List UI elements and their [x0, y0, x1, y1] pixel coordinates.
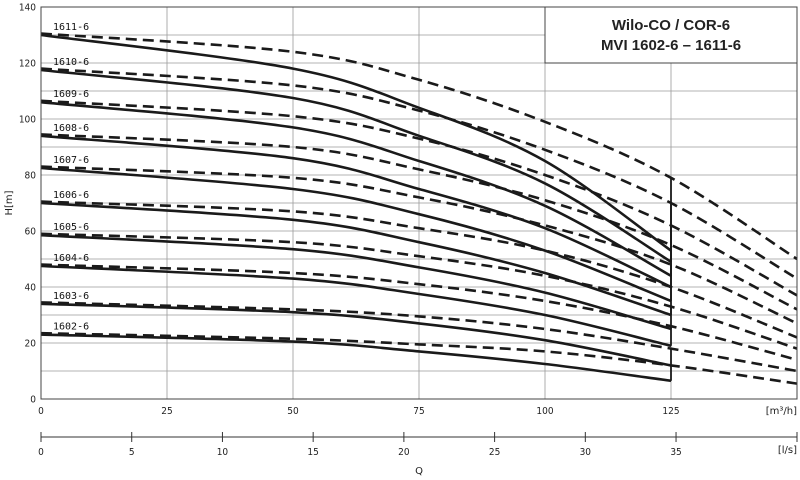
curve-dashed-1606-6 [40, 200, 798, 339]
curve-solid-1602-6 [40, 333, 672, 383]
x-tick-label: 75 [413, 406, 424, 417]
title-box: Wilo-CO / COR-6 MVI 1602-6 – 1611-6 [544, 6, 798, 64]
curve-label-1607-6: 1607-6 [53, 155, 89, 166]
y-tick-label: 20 [25, 339, 37, 350]
x2-tick-label: 30 [580, 447, 592, 458]
x2-tick-label: 10 [217, 447, 229, 458]
curve-dashed-1603-6 [40, 301, 798, 373]
curve-dashed-1607-6 [40, 165, 798, 325]
curve-solid-1606-6 [40, 201, 672, 317]
x2-axis-unit: [l/s] [778, 445, 797, 456]
x2-tick-label: 15 [307, 447, 318, 458]
x2-axis: 0 5 10 15 20 25 30 35 [38, 432, 798, 458]
curve-label-1603-6: 1603-6 [53, 291, 89, 302]
chart-title-line1: Wilo-CO / COR-6 [612, 17, 730, 34]
y-tick-label: 40 [25, 283, 37, 294]
curve-label-1606-6: 1606-6 [53, 190, 89, 201]
curve-dashed-1608-6 [40, 133, 798, 311]
curve-solid-1610-6 [40, 68, 672, 263]
curve-solid-1609-6 [40, 100, 672, 277]
y-tick-label: 140 [19, 3, 36, 14]
curve-solid-1607-6 [40, 166, 672, 303]
x-axis-unit: [m³/h] [766, 406, 797, 417]
curve-dashed-1604-6 [40, 263, 798, 362]
x2-tick-label: 5 [129, 447, 135, 458]
curve-dashed-1602-6 [40, 331, 798, 385]
curves [40, 32, 798, 385]
curve-solid-1604-6 [40, 264, 672, 348]
x-tick-label: 125 [662, 406, 679, 417]
curve-dashed-1605-6 [40, 232, 798, 350]
y-tick-label: 60 [25, 227, 37, 238]
y-tick-label: 120 [19, 59, 36, 70]
curve-solid-1611-6 [40, 33, 672, 252]
y-axis-label: H[m] [4, 190, 15, 215]
title-box-frame [544, 6, 798, 64]
curve-dashed-1611-6 [40, 32, 798, 261]
chart-title-line2: MVI 1602-6 – 1611-6 [601, 37, 741, 54]
x-axis: 0 25 50 75 100 125 [38, 406, 679, 417]
plot-frame [40, 6, 798, 400]
curve-label-1609-6: 1609-6 [53, 89, 89, 100]
curve-solid-1608-6 [40, 134, 672, 289]
x2-tick-label: 35 [670, 447, 681, 458]
y-axis: 0 20 40 60 80 100 120 140 [19, 3, 36, 406]
x-tick-label: 25 [161, 406, 172, 417]
curve-label-1608-6: 1608-6 [53, 123, 89, 134]
x2-tick-label: 20 [398, 447, 410, 458]
x-tick-label: 0 [38, 406, 44, 417]
curve-labels: 1602-6 1603-6 1604-6 1605-6 1606-6 1607-6 1608… [53, 22, 89, 333]
x-axis-label: Q [415, 466, 423, 477]
x-tick-label: 100 [536, 406, 553, 417]
x-tick-label: 50 [287, 406, 299, 417]
curve-dashed-1610-6 [40, 67, 798, 280]
curve-label-1605-6: 1605-6 [53, 222, 89, 233]
curve-solid-1603-6 [40, 302, 672, 367]
curve-label-1602-6: 1602-6 [53, 322, 89, 333]
curve-label-1611-6: 1611-6 [53, 22, 89, 33]
x2-tick-label: 25 [489, 447, 500, 458]
y-tick-label: 0 [30, 395, 36, 406]
curve-label-1610-6: 1610-6 [53, 57, 89, 68]
y-tick-label: 80 [25, 171, 37, 182]
y-tick-label: 100 [19, 115, 36, 126]
curve-label-1604-6: 1604-6 [53, 253, 89, 264]
x2-tick-label: 0 [38, 447, 44, 458]
curve-solid-1605-6 [40, 233, 672, 331]
grid [41, 7, 797, 399]
